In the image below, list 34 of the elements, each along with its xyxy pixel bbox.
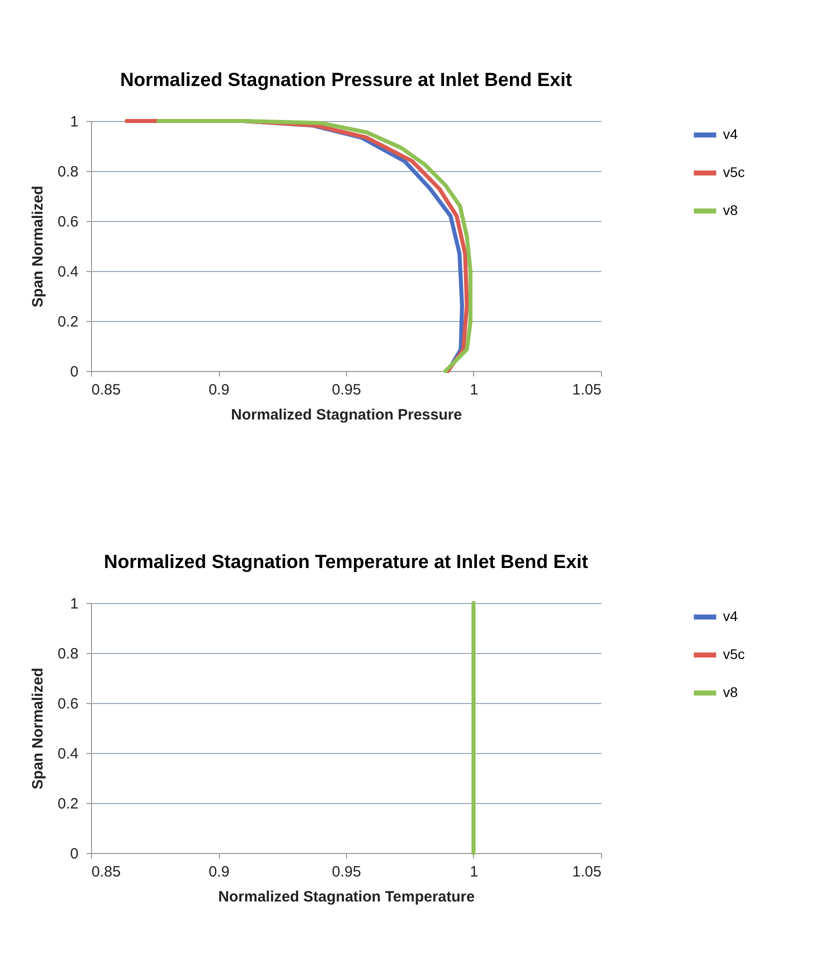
x-axis-title: Normalized Stagnation Pressure [231, 406, 462, 424]
y-axis-title: Span Normalized [30, 186, 47, 308]
x-tick-label: 1.05 [572, 382, 602, 398]
x-tick-label: 1 [470, 864, 478, 880]
x-tick-label: 1 [470, 382, 478, 398]
x-tick-label: 1.05 [572, 864, 602, 880]
y-tick-label: 1 [70, 114, 78, 130]
y-tick-label: 0.4 [58, 264, 78, 280]
y-tick-label: 0 [70, 846, 78, 862]
chart-title: Normalized Stagnation Temperature at Inlet Bend Exit [104, 552, 589, 573]
y-tick-label: 0.2 [58, 314, 78, 330]
x-tick-label: 0.95 [332, 864, 362, 880]
y-tick-label: 0.4 [58, 746, 78, 762]
legend-label: v5c [723, 646, 745, 662]
legend-label: v4 [723, 608, 738, 624]
x-tick-label: 0.9 [208, 382, 230, 398]
y-tick-label: 1 [70, 596, 78, 612]
legend-label: v8 [723, 684, 738, 700]
x-tick-label: 0.9 [208, 864, 230, 880]
y-tick-label: 0.8 [58, 646, 78, 662]
y-tick-label: 0.6 [58, 214, 78, 230]
y-tick-label: 0.6 [58, 696, 78, 712]
x-axis-title: Normalized Stagnation Temperature [218, 888, 475, 906]
y-tick-label: 0.8 [58, 164, 78, 180]
chart-title: Normalized Stagnation Pressure at Inlet Bend Exit [120, 70, 573, 91]
legend-label: v5c [723, 164, 745, 180]
legend-label: v4 [723, 126, 738, 142]
legend-label: v8 [723, 202, 738, 218]
y-tick-label: 0 [70, 364, 78, 380]
y-tick-label: 0.2 [58, 796, 78, 812]
x-tick-label: 0.85 [92, 864, 121, 880]
y-axis-title: Span Normalized [30, 668, 47, 790]
x-tick-label: 0.85 [92, 382, 121, 398]
x-tick-label: 0.95 [332, 382, 362, 398]
